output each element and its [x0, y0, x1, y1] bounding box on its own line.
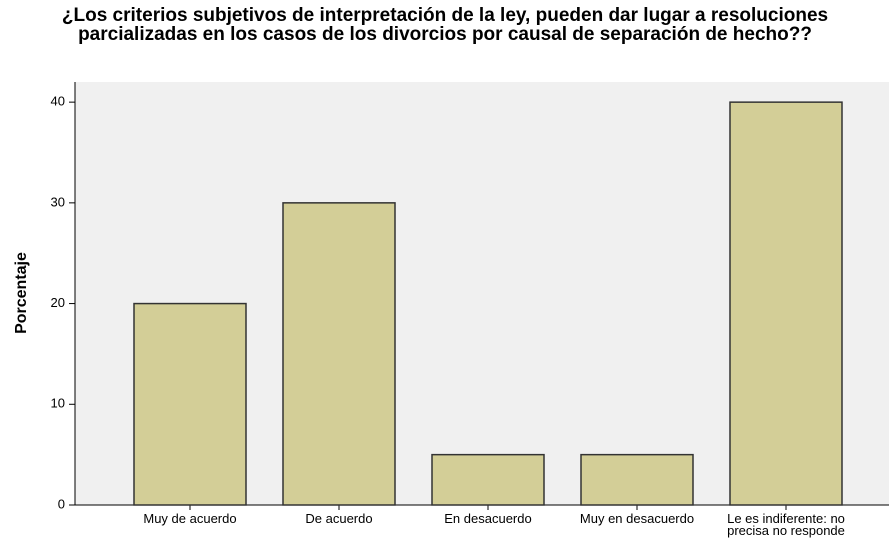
bar	[431, 453, 545, 506]
chart-title: ¿Los criterios subjetivos de interpretac…	[61, 5, 829, 45]
bar	[729, 101, 843, 506]
y-axis-label: Porcentaje	[13, 252, 30, 334]
bar	[580, 453, 694, 506]
x-tick-label: Muy en desacuerdo	[579, 511, 695, 526]
bar	[282, 202, 396, 506]
y-tick-label: 30	[51, 194, 65, 209]
x-tick-label: Le es indiferente: no precisa no respond…	[727, 511, 845, 538]
x-tick-label: De acuerdo	[305, 511, 373, 526]
y-tick-label: 40	[51, 94, 65, 109]
bar	[133, 302, 247, 506]
x-tick-label: En desacuerdo	[444, 511, 532, 526]
y-tick-label: 0	[58, 496, 65, 511]
y-tick-label: 10	[51, 396, 65, 411]
y-tick-label: 20	[51, 295, 65, 310]
x-tick-label: Muy de acuerdo	[143, 511, 237, 526]
